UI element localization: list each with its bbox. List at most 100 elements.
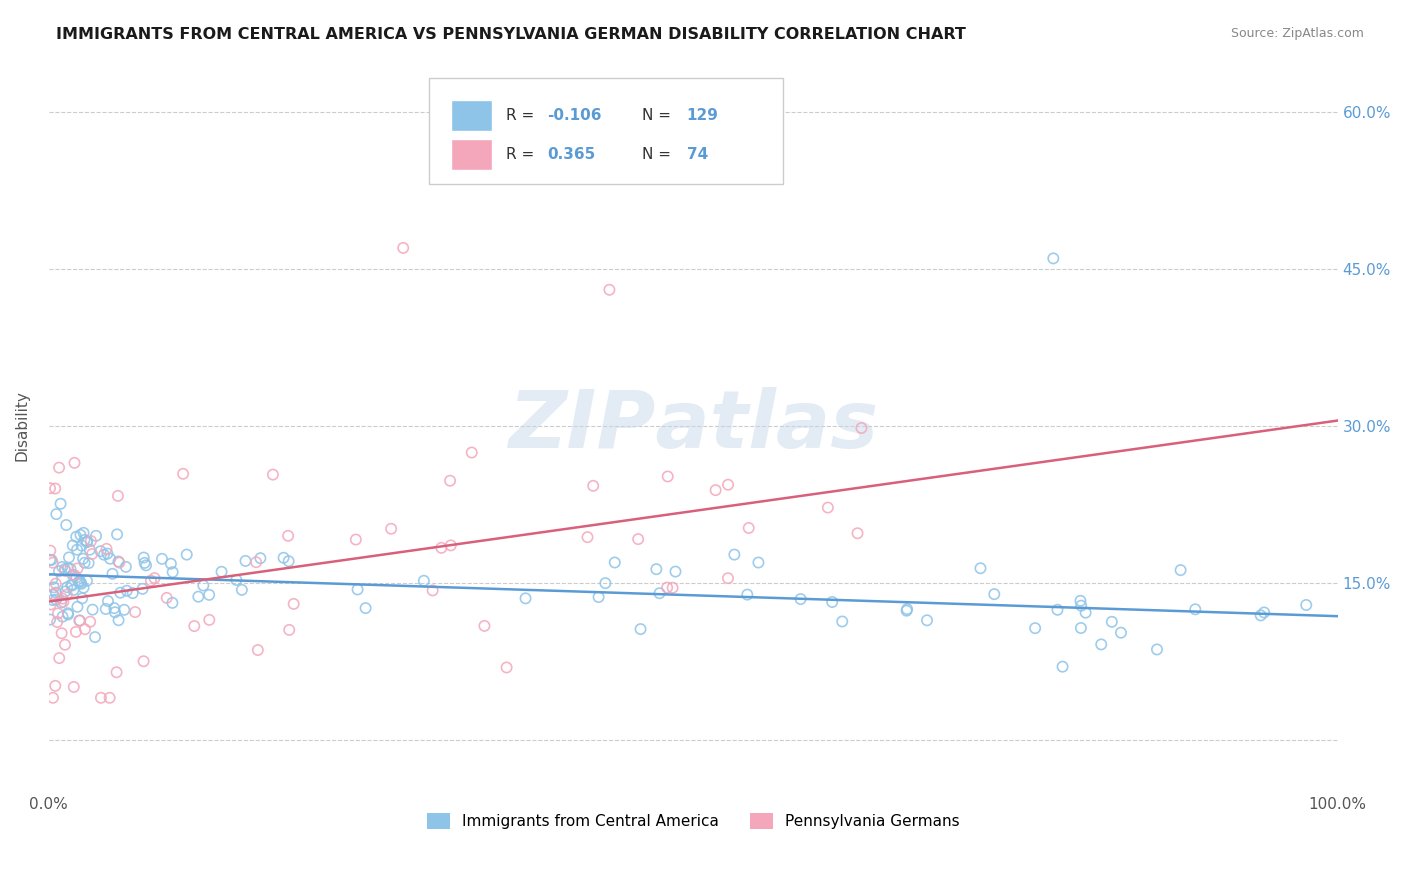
Point xyxy=(52,609,75,624)
Point xyxy=(1024,621,1046,635)
Point xyxy=(273,550,295,565)
Point xyxy=(69,574,91,588)
Point xyxy=(51,626,73,640)
Text: 129: 129 xyxy=(686,108,718,123)
Point xyxy=(846,526,869,541)
Point xyxy=(627,532,650,546)
Point xyxy=(262,467,284,482)
Point xyxy=(1253,606,1275,620)
Point xyxy=(56,607,79,622)
Point xyxy=(150,551,173,566)
Point xyxy=(439,474,461,488)
Point xyxy=(412,574,434,588)
Point xyxy=(48,651,70,665)
Point xyxy=(231,582,253,597)
Point xyxy=(380,522,402,536)
Point xyxy=(73,556,96,570)
Point xyxy=(896,604,918,618)
Point xyxy=(1074,606,1097,620)
Point xyxy=(69,614,91,628)
Text: N =: N = xyxy=(641,108,675,123)
Point xyxy=(66,599,89,614)
Point xyxy=(49,497,72,511)
Point xyxy=(1146,642,1168,657)
Point xyxy=(1046,603,1069,617)
Point xyxy=(657,469,679,483)
Point xyxy=(84,630,107,644)
Point xyxy=(737,588,759,602)
Point xyxy=(51,591,73,606)
Point xyxy=(65,530,87,544)
Point xyxy=(717,571,740,585)
Point xyxy=(39,613,62,627)
Point xyxy=(63,568,86,582)
Point xyxy=(132,550,155,565)
Text: -0.106: -0.106 xyxy=(547,108,602,123)
Point xyxy=(39,598,62,612)
Point xyxy=(817,500,839,515)
Point xyxy=(44,482,66,496)
Point xyxy=(45,507,67,521)
Point xyxy=(62,539,84,553)
Point xyxy=(96,547,118,561)
Point xyxy=(41,593,63,607)
Point xyxy=(41,553,63,567)
Text: R =: R = xyxy=(506,147,540,162)
Point xyxy=(576,530,599,544)
Point xyxy=(135,558,157,573)
Point xyxy=(46,615,69,629)
Point xyxy=(73,622,96,636)
Point xyxy=(661,581,683,595)
Point xyxy=(70,591,93,606)
Point xyxy=(789,592,811,607)
Point xyxy=(422,583,444,598)
Point xyxy=(42,580,65,594)
Point xyxy=(717,477,740,491)
Point xyxy=(107,555,129,569)
Point xyxy=(134,556,156,570)
Point xyxy=(67,575,90,590)
Point xyxy=(62,680,84,694)
Point xyxy=(56,580,79,594)
Point xyxy=(1170,563,1192,577)
Point xyxy=(70,577,93,591)
Point xyxy=(603,556,626,570)
Point xyxy=(79,542,101,557)
Point xyxy=(76,534,98,549)
Point xyxy=(103,601,125,615)
Point xyxy=(48,564,70,578)
Point xyxy=(747,556,769,570)
Point xyxy=(582,479,605,493)
Point xyxy=(969,561,991,575)
Point xyxy=(277,554,299,568)
Point xyxy=(277,529,299,543)
Point xyxy=(648,586,671,600)
Point xyxy=(595,576,617,591)
Point xyxy=(246,643,269,657)
Point xyxy=(983,587,1005,601)
Point xyxy=(56,606,79,620)
Point xyxy=(1295,598,1317,612)
Point xyxy=(82,547,104,561)
Point xyxy=(162,596,184,610)
Point xyxy=(45,592,67,607)
Point xyxy=(172,467,194,481)
Point xyxy=(121,586,143,600)
Point xyxy=(82,602,104,616)
Point xyxy=(112,603,135,617)
Text: R =: R = xyxy=(506,108,540,123)
Point xyxy=(42,690,65,705)
Point xyxy=(1042,252,1064,266)
Point xyxy=(97,594,120,608)
Text: ZIP​atlas: ZIP​atlas xyxy=(508,387,879,465)
Point xyxy=(42,556,65,570)
Text: Source: ZipAtlas.com: Source: ZipAtlas.com xyxy=(1230,27,1364,40)
Point xyxy=(156,591,179,605)
FancyBboxPatch shape xyxy=(429,78,783,184)
Text: 0.365: 0.365 xyxy=(547,147,596,162)
Point xyxy=(588,590,610,604)
Point xyxy=(70,539,93,553)
Point xyxy=(139,574,162,588)
Point xyxy=(65,571,87,585)
Point xyxy=(66,542,89,557)
